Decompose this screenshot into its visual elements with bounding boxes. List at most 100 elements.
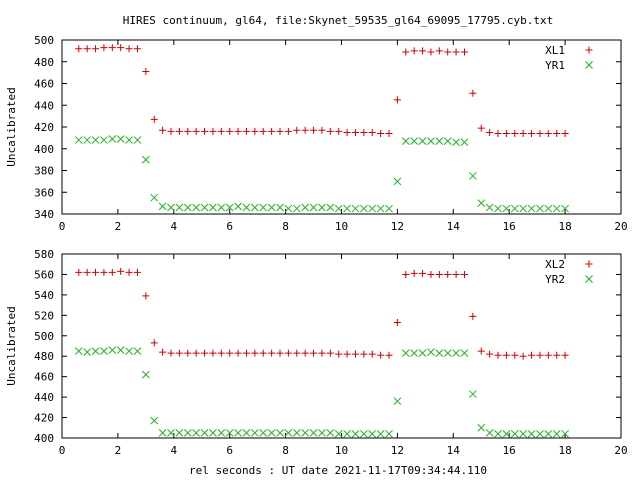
plus-marker [167,349,175,357]
plus-marker [184,349,192,357]
cross-marker [242,429,251,437]
x-tick-label: 18 [558,220,571,233]
x-tick-label: 0 [59,444,66,457]
cross-marker [91,347,100,355]
plus-marker [511,351,519,359]
legend-marker [585,46,593,54]
cross-marker [502,204,511,213]
cross-marker [536,204,544,213]
cross-marker [309,429,318,437]
cross-marker [209,429,217,437]
x-tick-label: 4 [170,444,177,457]
plus-marker [469,89,477,97]
cross-marker [150,193,159,202]
plus-marker [477,347,485,355]
cross-marker [494,430,502,438]
plus-marker [486,350,494,358]
cross-marker [125,347,133,355]
cross-marker [133,347,142,355]
plus-marker [528,130,536,138]
cross-marker [74,347,83,355]
series-xl2 [75,267,569,360]
plus-marker [477,124,485,132]
plus-marker [92,268,100,276]
cross-marker [284,429,293,437]
cross-marker [192,203,201,212]
cross-marker [469,390,477,398]
cross-marker [200,429,209,437]
legend-marker [585,275,593,283]
cross-marker [267,429,276,437]
plus-marker [167,127,175,135]
plus-marker [393,318,401,326]
x-tick-label: 16 [503,220,516,233]
plus-marker [142,68,150,76]
y-tick-label: 380 [34,165,54,178]
cross-marker [175,429,184,437]
plus-marker [293,349,301,357]
plus-marker [83,45,91,53]
plus-marker [343,128,351,136]
plus-marker [402,48,410,56]
cross-marker [225,203,234,212]
cross-marker [368,204,377,213]
cross-marker [292,204,301,213]
plus-marker [377,351,385,359]
plus-marker [226,349,234,357]
plus-marker [335,127,343,135]
plus-marker [259,127,267,135]
plus-marker [528,351,536,359]
top-panel: Uncalibrated 0 2 4 6 8 10 12 14 16 18 20 340 360 380 40… [5,34,628,233]
plus-marker [108,44,116,52]
x-tick-label: 0 [59,220,66,233]
cross-marker [259,429,268,437]
plot-frame [61,39,622,215]
x-tick-label: 16 [503,444,516,457]
plus-marker [284,349,292,357]
plus-marker [452,48,460,56]
plus-marker [100,44,108,52]
cross-marker [351,204,360,213]
y-tick-label: 360 [34,186,54,199]
plus-marker [310,349,318,357]
y-axis-label: Uncalibrated [5,306,18,385]
plus-marker [251,127,259,135]
cross-marker [167,203,175,212]
plus-marker [335,350,343,358]
plus-marker [536,351,544,359]
legend-marker [585,260,593,268]
cross-marker [183,429,192,437]
plus-marker [234,349,242,357]
cross-marker [460,349,469,358]
x-tick-label: 18 [558,444,571,457]
y-tick-label: 440 [34,391,54,404]
cross-marker [133,136,142,144]
cross-marker [393,177,402,186]
cross-marker [108,135,117,143]
plus-marker [494,130,502,138]
cross-marker [477,199,486,207]
plus-marker [293,126,301,134]
plus-marker [175,349,183,357]
plus-marker [83,268,91,276]
y-tick-label: 460 [34,78,54,91]
plus-marker [393,96,401,104]
cross-marker [368,430,377,438]
plus-marker [385,351,393,359]
plus-marker [142,292,150,300]
cross-marker [401,349,410,358]
plus-marker [502,130,510,138]
series-yr1 [74,135,569,213]
plus-marker [150,339,158,347]
plus-marker [553,351,561,359]
plus-marker [259,349,267,357]
cross-marker [74,136,83,144]
cross-marker [510,204,519,213]
cross-marker [443,349,452,358]
plus-marker [427,270,435,278]
plus-marker [276,127,284,135]
plus-marker [318,349,326,357]
cross-marker [100,136,108,144]
x-tick-label: 10 [335,444,348,457]
